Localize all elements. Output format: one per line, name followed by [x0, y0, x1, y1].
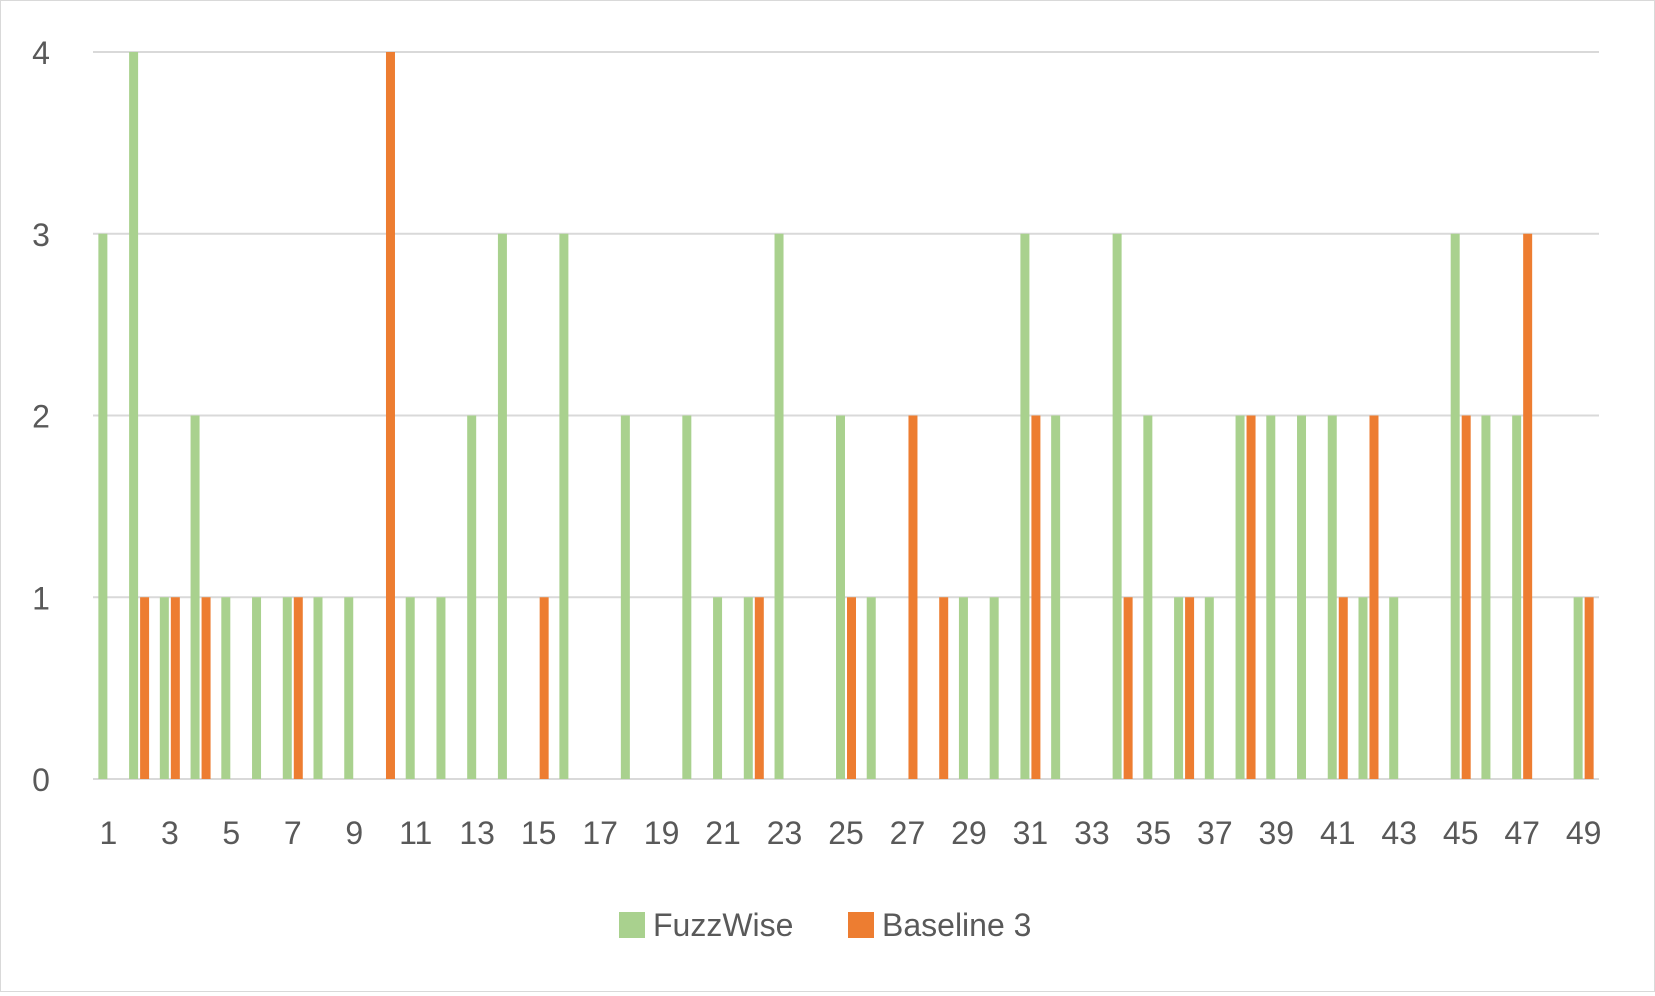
- x-tick-label: 37: [1197, 815, 1233, 851]
- x-tick-label: 9: [345, 815, 363, 851]
- legend-label-baseline-3: Baseline 3: [882, 907, 1031, 943]
- bar-fuzzwise-21: [713, 597, 723, 779]
- bar-baseline-3-22: [754, 597, 764, 779]
- bar-fuzzwise-1: [98, 233, 108, 779]
- legend-label-fuzzwise: FuzzWise: [653, 907, 793, 943]
- bar-fuzzwise-5: [221, 597, 231, 779]
- bar-baseline-3-45: [1461, 415, 1471, 779]
- bar-fuzzwise-37: [1204, 597, 1214, 779]
- bar-fuzzwise-18: [620, 415, 630, 779]
- y-tick-label: 3: [32, 217, 50, 253]
- bar-fuzzwise-39: [1266, 415, 1276, 779]
- bars: [98, 52, 1594, 779]
- bar-fuzzwise-31: [1020, 233, 1030, 779]
- x-tick-label: 41: [1320, 815, 1356, 851]
- x-tick-label: 17: [582, 815, 618, 851]
- x-tick-label: 19: [644, 815, 680, 851]
- bar-baseline-3-3: [170, 597, 180, 779]
- x-tick-label: 1: [99, 815, 117, 851]
- x-tick-label: 23: [767, 815, 803, 851]
- bar-fuzzwise-7: [282, 597, 292, 779]
- bar-fuzzwise-41: [1327, 415, 1337, 779]
- x-axis-ticks: 1 3 5 7 9 11 13 15 17 19 21 23 25 27 29 31 33 35 37 39 41 43 4…: [99, 815, 1601, 851]
- bar-baseline-3-2: [140, 597, 150, 779]
- bar-fuzzwise-40: [1297, 415, 1307, 779]
- bar-baseline-3-25: [847, 597, 856, 779]
- bar-fuzzwise-23: [774, 233, 784, 779]
- bar-fuzzwise-46: [1481, 415, 1491, 779]
- bar-fuzzwise-12: [436, 597, 446, 779]
- bar-baseline-3-7: [293, 597, 303, 779]
- bar-baseline-3-10: [385, 52, 395, 779]
- bar-fuzzwise-30: [989, 597, 999, 779]
- x-tick-label: 29: [951, 815, 987, 851]
- legend-swatch-baseline-3: [848, 912, 874, 938]
- x-tick-label: 15: [521, 815, 557, 851]
- x-tick-label: 5: [222, 815, 240, 851]
- bar-fuzzwise-25: [836, 415, 845, 779]
- bar-fuzzwise-47: [1512, 415, 1522, 779]
- x-tick-label: 39: [1258, 815, 1294, 851]
- y-axis-ticks: 0 1 2 3 4: [32, 35, 50, 798]
- y-tick-label: 0: [32, 762, 50, 798]
- bar-fuzzwise-32: [1051, 415, 1061, 779]
- bar-fuzzwise-3: [159, 597, 169, 779]
- bar-fuzzwise-34: [1112, 233, 1122, 779]
- x-tick-label: 13: [459, 815, 495, 851]
- bar-fuzzwise-11: [405, 597, 415, 779]
- gridlines: [93, 51, 1599, 780]
- bar-baseline-3-15: [539, 597, 549, 779]
- bar-baseline-3-41: [1338, 597, 1348, 779]
- bar-baseline-3-31: [1031, 415, 1041, 779]
- bar-fuzzwise-8: [313, 597, 323, 779]
- bar-fuzzwise-49: [1573, 597, 1583, 779]
- x-tick-label: 35: [1136, 815, 1172, 851]
- bar-baseline-3-27: [908, 415, 918, 779]
- bar-fuzzwise-2: [129, 52, 139, 779]
- bar-fuzzwise-9: [344, 597, 354, 779]
- bar-fuzzwise-35: [1143, 415, 1153, 779]
- bar-fuzzwise-45: [1450, 233, 1460, 779]
- bar-baseline-3-49: [1584, 597, 1594, 779]
- bar-fuzzwise-14: [497, 233, 507, 779]
- y-tick-label: 2: [32, 399, 50, 435]
- bar-baseline-3-42: [1369, 415, 1379, 779]
- bar-fuzzwise-16: [559, 233, 569, 779]
- x-tick-label: 11: [399, 815, 432, 851]
- bar-fuzzwise-4: [190, 415, 200, 779]
- x-tick-label: 49: [1566, 815, 1602, 851]
- bar-fuzzwise-36: [1174, 597, 1184, 779]
- bar-baseline-3-38: [1246, 415, 1256, 779]
- bar-fuzzwise-43: [1389, 597, 1399, 779]
- x-tick-label: 33: [1074, 815, 1110, 851]
- bar-baseline-3-47: [1523, 233, 1533, 779]
- bar-fuzzwise-26: [866, 597, 876, 779]
- bar-fuzzwise-20: [682, 415, 692, 779]
- bar-fuzzwise-38: [1235, 415, 1245, 779]
- legend-swatch-fuzzwise: [619, 912, 645, 938]
- x-tick-label: 3: [161, 815, 179, 851]
- bar-baseline-3-34: [1123, 597, 1133, 779]
- x-tick-label: 7: [284, 815, 302, 851]
- bar-fuzzwise-13: [467, 415, 477, 779]
- x-tick-label: 43: [1381, 815, 1417, 851]
- bar-baseline-3-4: [201, 597, 211, 779]
- x-tick-label: 25: [828, 815, 864, 851]
- x-tick-label: 31: [1013, 815, 1049, 851]
- y-tick-label: 4: [32, 35, 50, 71]
- bar-baseline-3-36: [1185, 597, 1195, 779]
- bar-fuzzwise-29: [958, 597, 968, 779]
- x-tick-label: 45: [1443, 815, 1479, 851]
- legend: FuzzWise Baseline 3: [619, 907, 1031, 943]
- x-tick-label: 21: [705, 815, 741, 851]
- bar-fuzzwise-6: [252, 597, 262, 779]
- bar-baseline-3-28: [939, 597, 949, 779]
- bar-fuzzwise-42: [1358, 597, 1368, 779]
- x-tick-label: 27: [890, 815, 926, 851]
- y-tick-label: 1: [32, 580, 50, 616]
- x-tick-label: 47: [1504, 815, 1540, 851]
- bar-fuzzwise-22: [743, 597, 753, 779]
